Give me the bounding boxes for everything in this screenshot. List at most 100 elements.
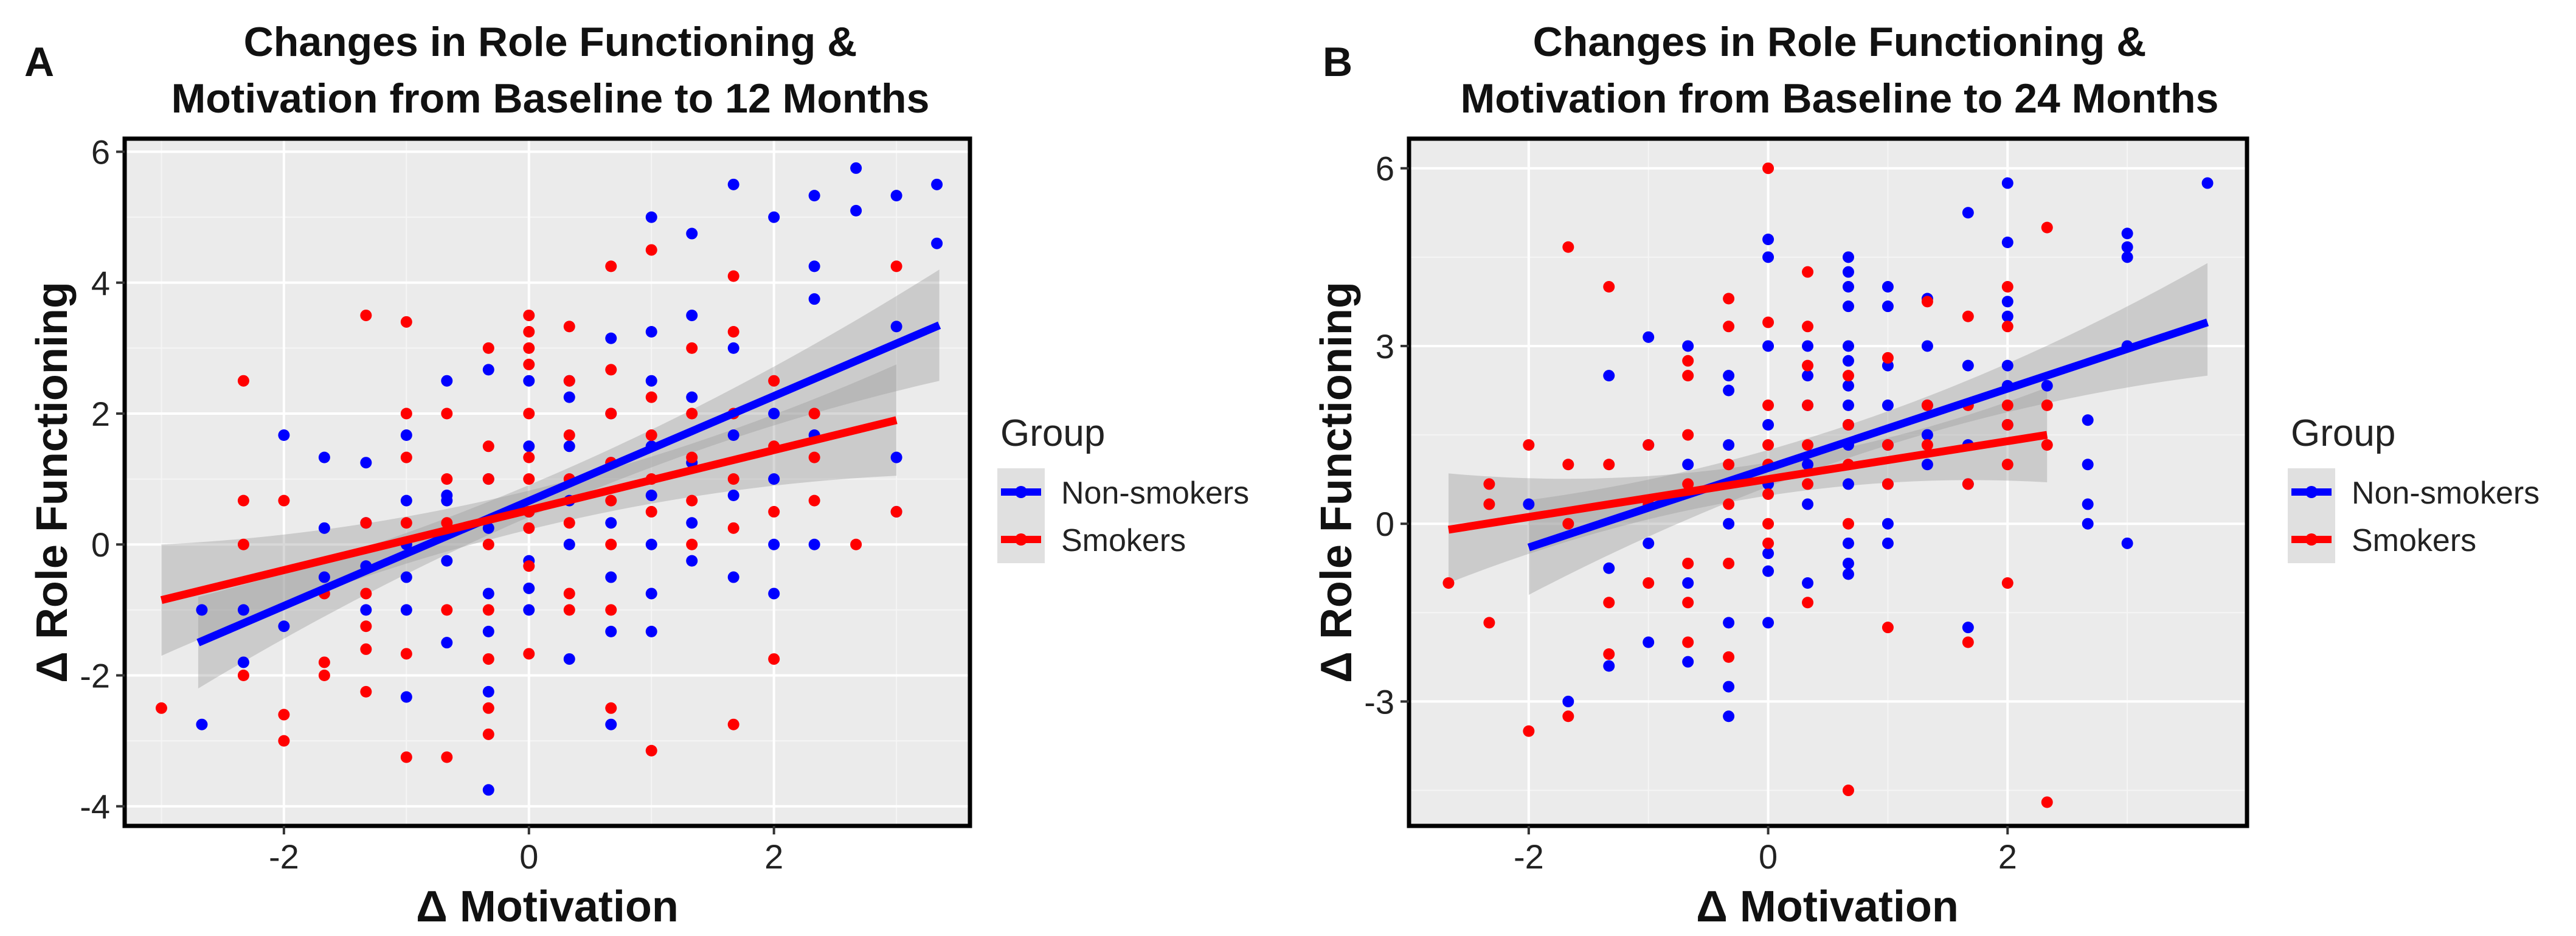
point-non-smokers-a: [523, 375, 535, 387]
point-non-smokers-b: [1802, 498, 1814, 510]
point-smokers-a: [523, 522, 535, 534]
point-non-smokers-a: [808, 293, 820, 305]
y-axis-title-a: Δ Role Functioning: [28, 282, 77, 683]
point-non-smokers-b: [1723, 681, 1735, 693]
point-smokers-a: [237, 538, 249, 550]
point-smokers-a: [563, 321, 575, 333]
point-smokers-a: [360, 517, 372, 529]
point-non-smokers-a: [441, 637, 453, 649]
point-non-smokers-b: [1802, 577, 1814, 589]
point-smokers-a: [400, 751, 412, 763]
point-non-smokers-a: [931, 178, 943, 190]
point-smokers-a: [441, 604, 453, 616]
legend-key-point-nonsmokers-a: [1015, 486, 1027, 498]
point-smokers-a: [482, 473, 494, 485]
point-smokers-a: [482, 538, 494, 550]
legend-key-point-nonsmokers-b: [2305, 486, 2318, 498]
point-non-smokers-b: [1723, 384, 1735, 397]
point-smokers-a: [890, 505, 902, 518]
point-non-smokers-a: [563, 391, 575, 403]
point-non-smokers-a: [482, 685, 494, 698]
point-smokers-b: [1802, 321, 1814, 333]
point-smokers-a: [808, 407, 820, 420]
point-non-smokers-b: [1842, 537, 1854, 549]
point-non-smokers-a: [400, 691, 412, 703]
point-smokers-a: [768, 653, 780, 665]
point-smokers-a: [360, 310, 372, 322]
point-non-smokers-a: [237, 604, 249, 616]
point-non-smokers-b: [2001, 177, 2013, 189]
point-smokers-b: [1762, 518, 1774, 530]
point-smokers-a: [523, 648, 535, 660]
point-smokers-a: [850, 538, 862, 550]
point-non-smokers-a: [850, 204, 862, 217]
point-smokers-a: [727, 325, 739, 338]
point-smokers-a: [605, 702, 617, 714]
point-smokers-a: [482, 342, 494, 354]
point-smokers-a: [523, 310, 535, 322]
point-non-smokers-a: [563, 538, 575, 550]
point-non-smokers-a: [400, 604, 412, 616]
point-smokers-b: [1682, 597, 1694, 609]
point-non-smokers-b: [1762, 251, 1774, 263]
point-non-smokers-b: [1802, 340, 1814, 352]
point-smokers-a: [645, 244, 657, 256]
point-non-smokers-b: [1882, 537, 1894, 549]
point-non-smokers-b: [1802, 459, 1814, 471]
point-smokers-b: [1682, 636, 1694, 648]
fit-line-non-smokers-a: [196, 321, 941, 647]
point-smokers-a: [523, 407, 535, 420]
plot-background-b: [1409, 139, 2247, 826]
point-smokers-b: [1762, 399, 1774, 411]
point-non-smokers-a: [686, 391, 698, 403]
point-non-smokers-a: [850, 162, 862, 174]
legend-label-smokers-b: Smokers: [2352, 523, 2476, 558]
point-non-smokers-a: [563, 440, 575, 452]
point-non-smokers-a: [400, 571, 412, 583]
point-smokers-b: [1643, 439, 1655, 451]
point-smokers-b: [1802, 478, 1814, 490]
point-non-smokers-b: [2082, 518, 2094, 530]
points-a: [155, 162, 943, 796]
point-smokers-a: [645, 429, 657, 442]
point-smokers-a: [727, 473, 739, 485]
point-smokers-b: [2001, 577, 2013, 589]
point-smokers-b: [1842, 785, 1854, 797]
point-smokers-b: [1603, 281, 1615, 293]
point-non-smokers-a: [645, 588, 657, 600]
point-non-smokers-b: [1842, 478, 1854, 490]
point-non-smokers-a: [318, 451, 330, 463]
point-non-smokers-a: [768, 407, 780, 420]
point-smokers-a: [563, 429, 575, 442]
legend-a: Group Non-smokers Smokers: [997, 412, 1249, 563]
plot-border-a: [122, 136, 972, 828]
point-smokers-a: [523, 342, 535, 354]
point-non-smokers-a: [441, 494, 453, 507]
point-smokers-a: [441, 473, 453, 485]
point-smokers-b: [1442, 577, 1455, 589]
point-smokers-b: [2001, 321, 2013, 333]
point-non-smokers-a: [645, 211, 657, 223]
point-smokers-b: [1962, 478, 1974, 490]
point-smokers-b: [1723, 293, 1735, 305]
point-non-smokers-b: [1723, 518, 1735, 530]
point-smokers-b: [2041, 796, 2053, 808]
point-smokers-b: [1802, 266, 1814, 278]
point-smokers-b: [1762, 488, 1774, 500]
point-smokers-b: [1921, 439, 1933, 451]
y-tick-label-b: 0: [1376, 505, 1394, 543]
legend-label-nonsmokers-b: Non-smokers: [2352, 476, 2540, 511]
point-smokers-a: [400, 648, 412, 660]
point-non-smokers-b: [2082, 498, 2094, 510]
point-non-smokers-b: [1842, 355, 1854, 367]
point-non-smokers-b: [1842, 281, 1854, 293]
point-smokers-a: [727, 270, 739, 282]
point-smokers-a: [318, 656, 330, 668]
point-non-smokers-a: [645, 538, 657, 550]
point-smokers-b: [1562, 710, 1574, 723]
point-smokers-b: [1523, 439, 1535, 451]
x-tick-label-b: -2: [1514, 837, 1544, 876]
point-non-smokers-b: [2121, 227, 2133, 240]
fit-lines-a: [160, 321, 941, 647]
legend-b: Group Non-smokers Smokers: [2288, 412, 2540, 563]
